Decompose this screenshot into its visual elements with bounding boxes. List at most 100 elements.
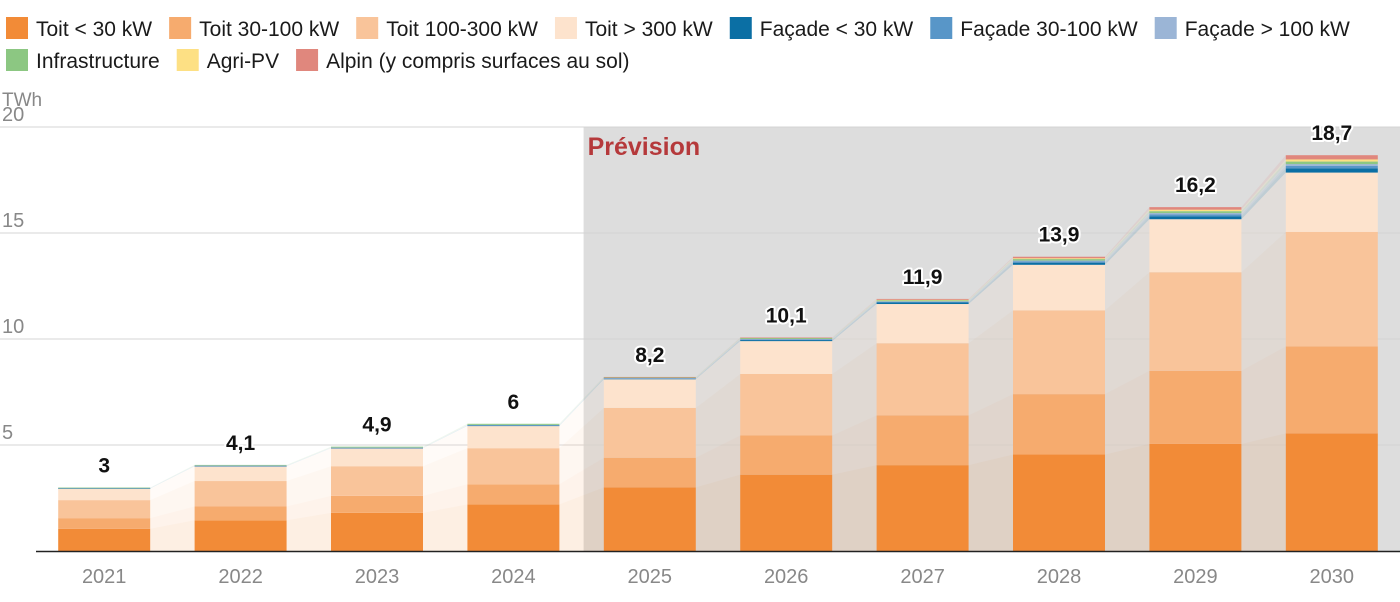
legend-swatch-facade-30-100-kw: [930, 17, 953, 39]
bar-segment-toit-300-kw-2023: [331, 448, 423, 467]
bar-segment-toit-300-kw-2030: [1285, 172, 1378, 232]
bar-segment-facade-100-kw-2030: [1285, 164, 1378, 166]
bar-segment-toit-100-300-kw-2025: [603, 407, 696, 458]
bar-segment-toit-30-100-kw-2022: [194, 506, 287, 521]
bar-segment-facade-100-kw-2022: [194, 465, 287, 467]
connector-facade-100-kw-2026: [832, 301, 877, 340]
connector-toit-30-kw-2023: [423, 504, 468, 551]
bar-segment-infrastructure-2027: [876, 300, 969, 302]
connector-facade-30-100-kw-2022: [286, 447, 331, 466]
connector-infrastructure-2021: [150, 464, 195, 488]
connector-infrastructure-2025: [695, 337, 741, 379]
connector-facade-30-100-kw-2027: [968, 261, 1013, 303]
bar-segment-facade-100-kw-2025: [603, 378, 696, 379]
bar-segment-toit-300-kw-2028: [1013, 264, 1105, 311]
total-label-2027: 11,9: [903, 266, 943, 289]
connector-agri-pv-2026: [832, 299, 877, 338]
bar-segment-toit-30-kw-2027: [876, 465, 969, 551]
connector-toit-30-kw-2024: [559, 487, 604, 551]
connector-facade-30-kw-2024: [559, 378, 604, 426]
x-tick-label-2026: 2026: [764, 566, 809, 588]
bar-segment-facade-30-kw-2026: [740, 340, 833, 342]
total-label-2024: 6: [508, 391, 520, 414]
bar-segment-toit-30-kw-2025: [603, 487, 696, 551]
bar-segment-alpin-y-compris-surfaces-au-sol-2026: [740, 337, 833, 339]
x-tick-label-2023: 2023: [355, 566, 400, 588]
bar-segment-infrastructure-2022: [194, 464, 287, 466]
connector-facade-30-kw-2027: [968, 262, 1013, 305]
connector-infrastructure-2023: [423, 423, 468, 448]
bar-segment-infrastructure-2030: [1285, 161, 1378, 165]
bar-segment-toit-300-kw-2027: [876, 304, 969, 344]
bar-segment-alpin-y-compris-surfaces-au-sol-2025: [603, 376, 696, 378]
connector-facade-30-100-kw-2024: [559, 378, 604, 426]
connector-toit-100-300-kw-2025: [695, 373, 741, 458]
y-tick-label-10: 10: [2, 316, 24, 338]
bar-stack-2026: [740, 337, 833, 551]
bar-segment-toit-300-kw-2022: [194, 466, 287, 482]
x-tick-label-2030: 2030: [1310, 566, 1355, 588]
connector-facade-30-100-kw-2028: [1105, 214, 1150, 263]
bar-segment-facade-30-100-kw-2026: [740, 339, 833, 341]
chart-legend: Toit < 30 kW Toit 30-100 kW Toit 100-300 k…: [6, 17, 1350, 73]
bar-segment-toit-30-100-kw-2030: [1285, 346, 1378, 434]
legend-swatch-toit-30-100-kw: [169, 17, 192, 39]
bar-segment-toit-30-100-kw-2028: [1013, 394, 1105, 455]
bar-segment-facade-100-kw-2027: [876, 301, 969, 302]
x-tick-label-2029: 2029: [1173, 566, 1218, 588]
bar-segment-alpin-y-compris-surfaces-au-sol-2027: [876, 298, 969, 300]
connector-alpin-y-compris-surfaces-au-sol-2029: [1241, 155, 1286, 210]
bar-segment-toit-100-300-kw-2024: [467, 448, 560, 485]
bar-segment-facade-30-100-kw-2027: [876, 301, 969, 303]
bar-segment-toit-30-kw-2022: [194, 520, 287, 551]
bar-segment-facade-30-kw-2029: [1149, 216, 1242, 220]
connector-toit-300-kw-2025: [695, 341, 741, 408]
bar-stack-2023: [331, 446, 423, 551]
bar-stack-2028: [1013, 256, 1105, 551]
legend-label-facade-30-kw: Façade < 30 kW: [760, 18, 914, 41]
x-tick-label-2025: 2025: [628, 566, 673, 588]
connector-infrastructure-2026: [832, 300, 877, 339]
total-label-2025: 8,2: [635, 344, 664, 367]
connector-alpin-y-compris-surfaces-au-sol-2028: [1105, 207, 1150, 259]
y-tick-label-15: 15: [2, 210, 24, 232]
bar-segment-toit-300-kw-2029: [1149, 219, 1242, 273]
connector-toit-30-kw-2027: [968, 454, 1013, 551]
legend-item-toit-30-kw: Toit < 30 kW: [6, 17, 152, 41]
connector-toit-100-300-kw-2028: [1105, 272, 1150, 395]
bar-segment-facade-100-kw-2024: [467, 424, 560, 426]
legend-item-toit-300-kw: Toit > 300 kW: [554, 17, 713, 41]
bar-segment-toit-100-300-kw-2030: [1285, 231, 1378, 347]
bar-segment-agri-pv-2028: [1013, 258, 1105, 260]
bar-segment-alpin-y-compris-surfaces-au-sol-2029: [1149, 207, 1242, 210]
connector-facade-30-kw-2025: [695, 340, 741, 380]
connector-alpin-y-compris-surfaces-au-sol-2024: [559, 376, 604, 424]
connector-facade-100-kw-2025: [695, 339, 741, 379]
bar-segment-toit-30-kw-2029: [1149, 443, 1242, 551]
total-label-2022: 4,1: [226, 432, 256, 455]
connector-alpin-y-compris-surfaces-au-sol-2025: [695, 337, 741, 378]
x-tick-label-2028: 2028: [1037, 566, 1082, 588]
total-labels: 3 4,1 4,9 6 8,2 10,1 11,9 13,9 16,2 18,7: [96, 120, 1354, 479]
bar-stack-2030: [1285, 155, 1378, 551]
connector-toit-100-300-kw-2026: [832, 343, 877, 436]
connector-agri-pv-2028: [1105, 209, 1150, 260]
bar-segment-facade-100-kw-2026: [740, 339, 833, 340]
connector-facade-100-kw-2022: [286, 447, 331, 466]
connector-facade-100-kw-2021: [150, 465, 195, 489]
legend-label-facade-100-kw: Façade > 100 kW: [1185, 18, 1350, 41]
bar-segment-agri-pv-2029: [1149, 209, 1242, 212]
bar-segment-toit-100-300-kw-2022: [194, 481, 287, 507]
connector-infrastructure-2024: [559, 377, 604, 425]
connector-facade-30-kw-2021: [150, 465, 195, 489]
connector-toit-30-kw-2022: [286, 512, 331, 551]
bar-segment-infrastructure-2023: [331, 446, 423, 448]
bar-segment-toit-30-100-kw-2025: [603, 457, 696, 488]
connector-toit-30-kw-2028: [1105, 443, 1150, 551]
bar-segment-toit-30-kw-2028: [1013, 454, 1105, 551]
bar-segment-agri-pv-2030: [1285, 159, 1378, 162]
connector-toit-30-100-kw-2028: [1105, 370, 1150, 455]
connector-facade-30-100-kw-2025: [695, 339, 741, 379]
legend-swatch-facade-30-kw: [729, 17, 752, 39]
bar-stack-2022: [194, 464, 287, 551]
